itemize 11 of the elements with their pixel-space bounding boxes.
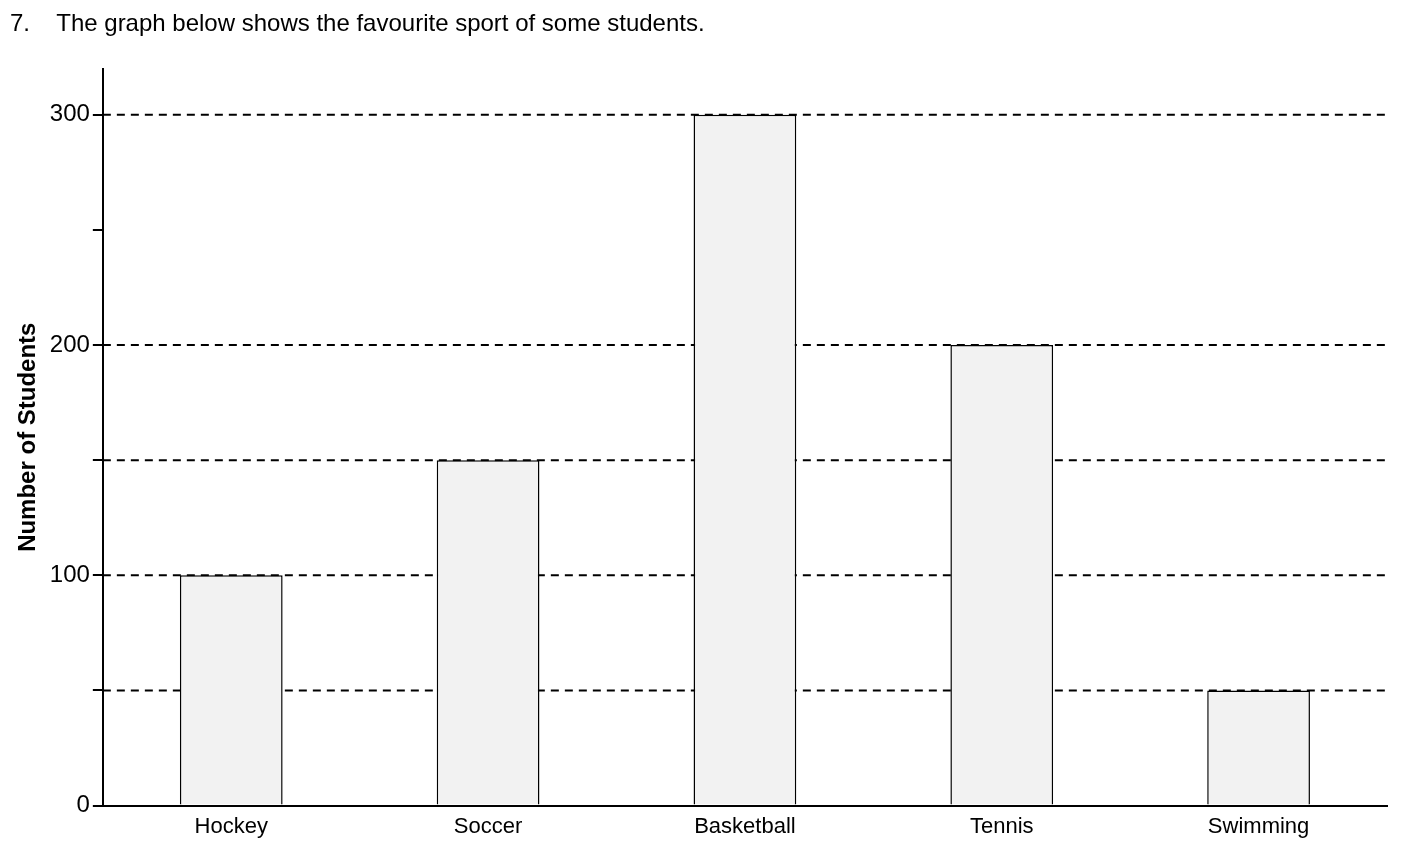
- x-tick-label: Hockey: [194, 812, 268, 838]
- y-tick-label: 300: [49, 99, 90, 127]
- x-tick-label: Soccer: [453, 812, 523, 838]
- chart-title: 7. The graph below shows the favourite sport of some students.: [10, 9, 705, 37]
- x-tick-label: Tennis: [969, 812, 1034, 838]
- y-axis-title: Number of Students: [13, 322, 41, 552]
- x-tick-label: Basketball: [694, 812, 796, 838]
- y-tick-label: 200: [49, 329, 90, 357]
- x-tick-label: Swimming: [1207, 812, 1310, 838]
- y-tick-label: 100: [49, 559, 90, 587]
- y-tick-label: 0: [76, 790, 90, 818]
